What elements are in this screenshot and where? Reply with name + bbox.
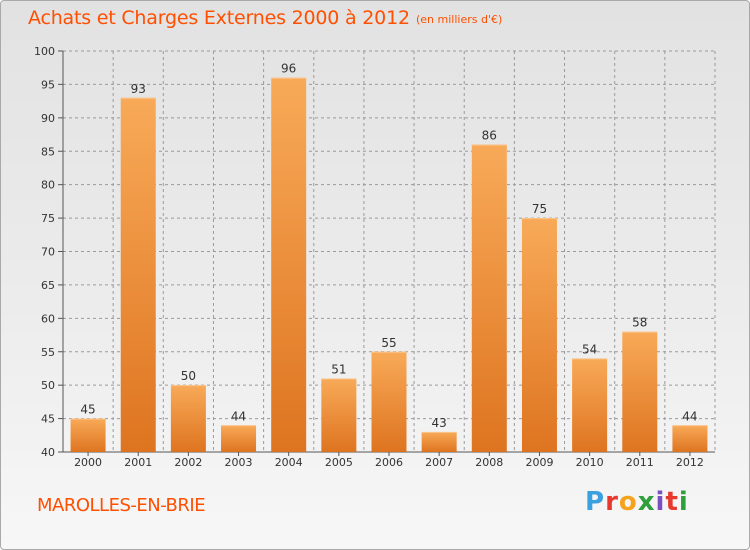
y-tick-label: 55 [41,346,55,359]
data-label: 54 [582,342,597,356]
bar-top-highlight [271,77,307,79]
logo-letter: P [585,487,606,517]
bar-top-highlight [321,378,357,380]
bar-2009 [521,218,557,452]
data-label: 93 [131,82,146,96]
logo-letter: i [678,487,689,517]
bar-2004 [271,77,307,452]
bar-2002 [170,385,206,452]
bar-top-highlight [521,218,557,220]
data-label: 43 [432,416,447,430]
x-tick-label: 2009 [525,456,553,469]
y-tick-label: 40 [41,446,55,459]
x-tick-label: 2000 [74,456,102,469]
bar-top-highlight [421,431,457,433]
data-label: 45 [80,403,95,417]
y-tick-label: 80 [41,179,55,192]
bar-top-highlight [170,385,206,387]
logo-letter: x [637,487,656,517]
y-tick-label: 60 [41,312,55,325]
data-label: 96 [281,62,296,76]
bar-top-highlight [70,418,106,420]
city-name: MAROLLES-EN-BRIE [37,495,206,516]
logo-letter: r [605,487,619,517]
x-tick-label: 2007 [425,456,453,469]
bar-2008 [471,144,507,453]
chart-unit: (en milliers d'€) [416,13,503,26]
y-tick-label: 45 [41,413,55,426]
y-tick-label: 95 [41,78,55,91]
bar-2012 [672,425,708,452]
bar-top-highlight [120,97,156,99]
data-label: 58 [632,316,647,330]
y-tick-label: 50 [41,379,55,392]
bar-top-highlight [221,425,257,427]
data-label: 44 [682,409,697,423]
x-tick-label: 2006 [375,456,403,469]
bar-top-highlight [572,358,608,360]
bar-2011 [622,331,658,452]
chart-title: Achats et Charges Externes 2000 à 2012 [28,7,410,29]
bar-2005 [321,378,357,452]
bar-2010 [572,358,608,452]
data-label: 51 [331,362,346,376]
x-tick-label: 2004 [275,456,303,469]
x-tick-label: 2011 [626,456,654,469]
y-tick-label: 90 [41,112,55,125]
y-tick-label: 100 [34,45,55,58]
data-label: 75 [532,202,547,216]
x-tick-label: 2002 [174,456,202,469]
y-tick-label: 85 [41,145,55,158]
y-tick-label: 70 [41,246,55,259]
y-tick-label: 75 [41,212,55,225]
labels: 40 45 50 55 60 65 70 75 80 85 90 95 100 45 2000 93 2001 5… [34,45,704,469]
data-label: 44 [231,409,246,423]
proxiti-logo[interactable]: Proxiti [585,487,689,517]
logo-letter: i [655,487,666,517]
logo-letter: t [665,487,679,517]
x-tick-label: 2003 [225,456,253,469]
bar-2001 [120,97,156,453]
bar-2000 [70,418,106,452]
bar-2003 [221,425,257,452]
x-tick-label: 2001 [124,456,152,469]
bar-top-highlight [471,144,507,146]
x-tick-label: 2012 [676,456,704,469]
x-tick-label: 2010 [576,456,604,469]
bar-top-highlight [672,425,708,427]
bars [70,77,708,453]
x-tick-label: 2008 [475,456,503,469]
bar-top-highlight [371,351,407,353]
data-label: 50 [181,369,196,383]
bar-top-highlight [622,331,658,333]
logo-letter: o [618,487,638,517]
data-label: 86 [482,129,497,143]
data-label: 55 [381,336,396,350]
y-tick-label: 65 [41,279,55,292]
bar-2006 [371,351,407,452]
x-tick-label: 2005 [325,456,353,469]
bar-2007 [421,431,457,452]
